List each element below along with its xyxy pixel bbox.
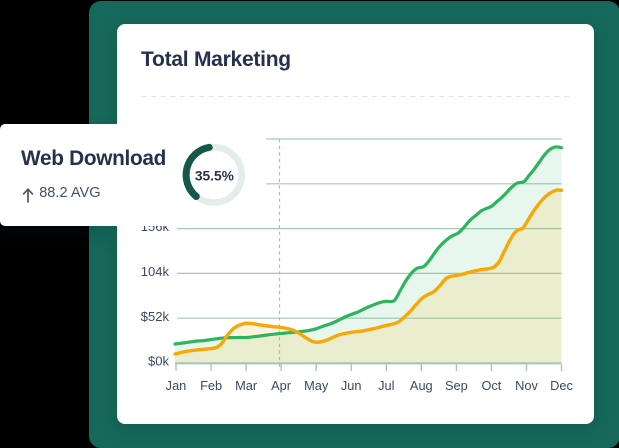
svg-text:Jan: Jan bbox=[166, 378, 187, 393]
svg-text:Aug: Aug bbox=[410, 378, 433, 393]
svg-text:Jun: Jun bbox=[341, 378, 362, 393]
svg-text:Oct: Oct bbox=[481, 378, 501, 393]
svg-text:Nov: Nov bbox=[515, 378, 538, 393]
svg-text:Dec: Dec bbox=[550, 378, 573, 393]
svg-text:104k: 104k bbox=[141, 264, 170, 279]
svg-text:May: May bbox=[304, 378, 329, 393]
svg-text:Mar: Mar bbox=[235, 378, 258, 393]
svg-text:$0k: $0k bbox=[148, 354, 169, 369]
svg-text:Sep: Sep bbox=[445, 378, 468, 393]
svg-text:Feb: Feb bbox=[200, 378, 222, 393]
svg-text:$52k: $52k bbox=[141, 309, 170, 324]
svg-text:Jul: Jul bbox=[378, 378, 394, 393]
svg-text:Apr: Apr bbox=[271, 378, 292, 393]
